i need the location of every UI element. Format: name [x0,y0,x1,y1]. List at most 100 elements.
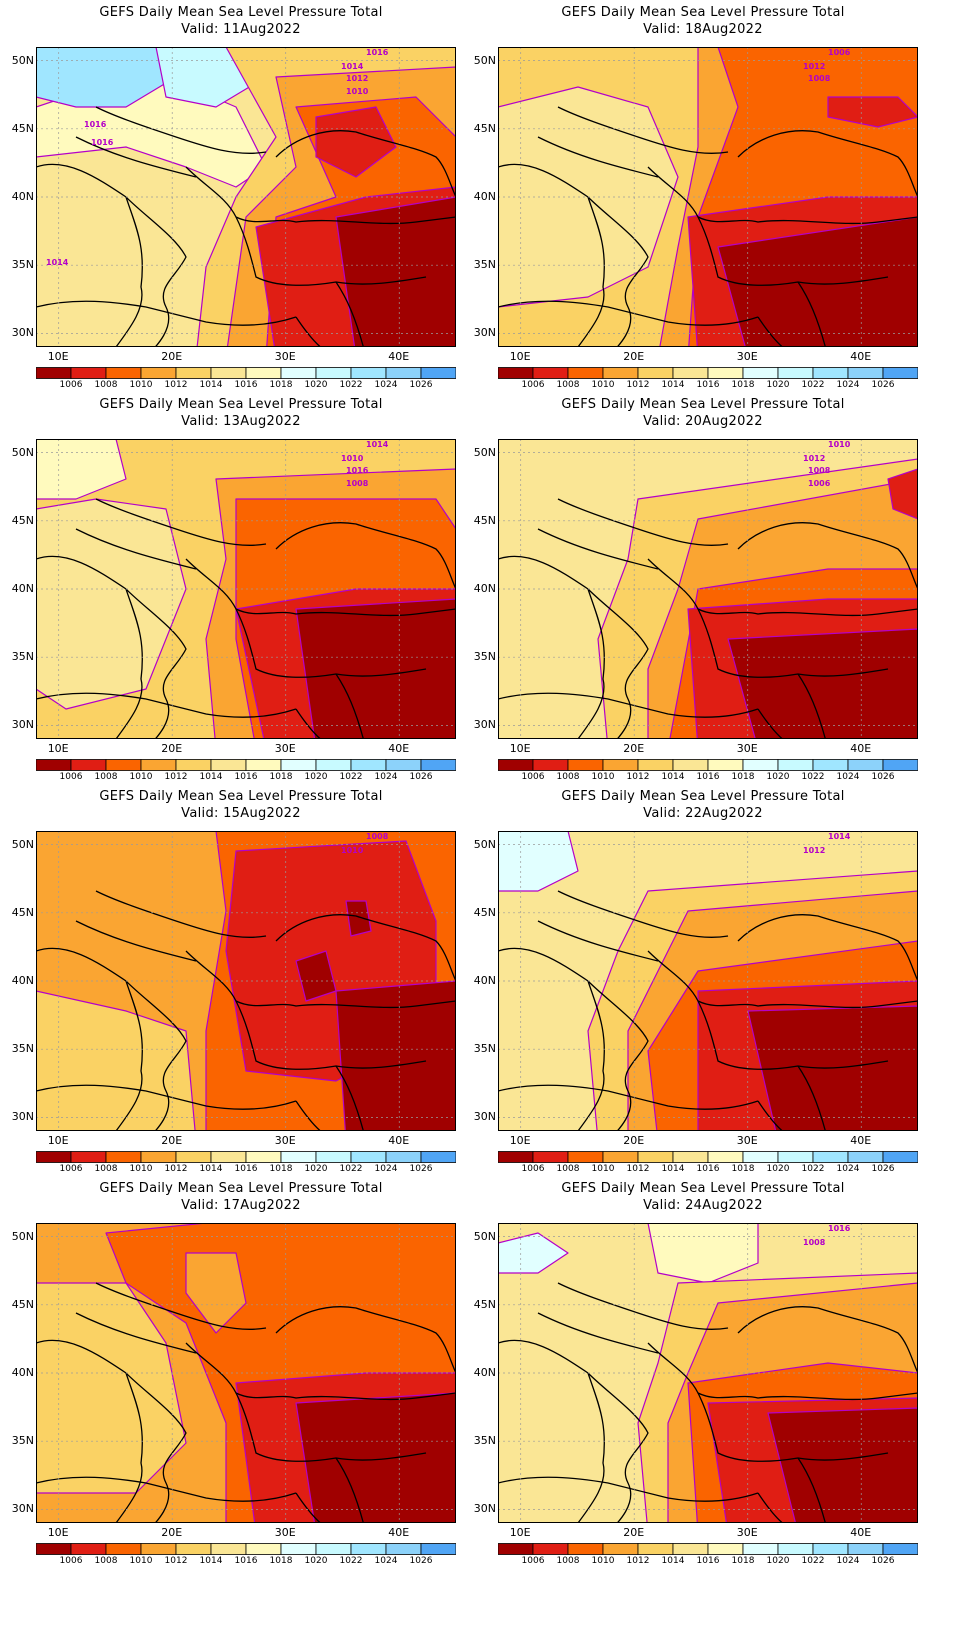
coastline [498,947,649,1131]
legend-label: 1016 [234,1556,258,1566]
pressure-map: 1014 1010 1016 1008 [36,439,456,739]
legend-swatch [280,1151,317,1163]
longitude-label: 40E [388,1526,410,1539]
legend-label: 1016 [234,1164,258,1174]
coastline [235,1000,427,1070]
longitude-label: 10E [509,1134,531,1147]
latitude-label: 30N [11,1110,34,1124]
legend-swatch [245,1543,282,1555]
coastline [185,1342,456,1401]
legend-swatch [707,1151,744,1163]
contour-label: 1012 [803,62,825,71]
pressure-map: 1014 1012 [498,831,918,1131]
legend-swatch [105,1543,142,1555]
longitude-label: 10E [509,742,531,755]
legend-label: 1018 [731,1556,755,1566]
latitude-label: 30N [11,1502,34,1516]
coastline [95,498,267,546]
pressure-region [498,1232,569,1274]
legend-swatch [140,759,177,771]
latitude-label: 45N [473,1297,496,1311]
legend-swatch [707,1543,744,1555]
longitude-label: 30E [274,350,296,363]
contour-label: 1010 [828,440,851,449]
coastline [737,914,918,982]
legend-swatch [175,1543,212,1555]
legend-label: 1026 [409,1556,433,1566]
longitude-label: 30E [736,1526,758,1539]
latitude-label: 50N [11,837,34,851]
legend-swatch [280,367,317,379]
legend-label: 1010 [129,1556,153,1566]
contour-label: 1012 [346,74,368,83]
map-panel: GEFS Daily Mean Sea Level Pressure Total… [0,392,482,802]
contour-label: 1010 [341,454,364,463]
legend-swatch [140,1151,177,1163]
latitude-label: 35N [11,1434,34,1448]
legend-label: 1010 [591,380,615,390]
legend-label: 1018 [731,1164,755,1174]
pressure-map: 1016 1014 1012 1010 1016 1016 1014 [36,47,456,347]
legend-label: 1010 [591,772,615,782]
longitude-label: 30E [274,1526,296,1539]
coastline [557,1282,729,1330]
legend-swatch [315,1543,352,1555]
legend-swatch [777,367,814,379]
latitude-label: 40N [11,1366,34,1379]
legend-swatch [812,759,849,771]
legend-swatch [742,367,779,379]
legend-swatch [672,1151,709,1163]
legend-swatch [498,367,534,379]
longitude-label: 20E [161,350,183,363]
legend-swatch [385,1543,422,1555]
legend-swatch [245,1151,282,1163]
latitude-label: 40N [473,974,496,987]
coastline [647,950,918,1009]
coastline [697,608,889,678]
legend-label: 1010 [129,772,153,782]
pressure-map [36,1223,456,1523]
latitude-label: 40N [473,190,496,203]
legend-label: 1022 [801,772,825,782]
legend-swatch [498,1151,534,1163]
latitude-label: 35N [473,1042,496,1056]
coastline [185,558,456,617]
legend-swatch [812,1151,849,1163]
legend-swatch [140,367,177,379]
pressure-region [185,1252,247,1334]
legend-swatch [36,1151,72,1163]
latitude-label: 45N [473,121,496,135]
legend-label: 1026 [409,1164,433,1174]
legend-label: 1006 [521,772,545,782]
longitude-label: 30E [274,742,296,755]
legend-swatch [70,367,107,379]
legend-label: 1006 [59,380,83,390]
latitude-label: 50N [473,445,496,459]
coastline [36,1339,187,1523]
coastline [557,498,729,546]
coastline [797,1457,827,1523]
legend-label: 1008 [556,1556,580,1566]
legend-swatch [175,759,212,771]
longitude-label: 10E [47,1134,69,1147]
coastline [75,136,197,178]
legend-swatch [602,1151,639,1163]
latitude-label: 30N [473,326,496,340]
latitude-label: 40N [11,582,34,595]
coastline [537,136,659,178]
valid-date: Valid: 18Aug2022 [643,22,763,37]
legend-label: 1024 [374,1164,398,1174]
coastline [75,920,197,962]
longitude-label: 20E [623,1134,645,1147]
pressure-region [767,1407,918,1523]
legend-label: 1016 [696,380,720,390]
latitude-label: 45N [11,513,34,527]
legend-label: 1022 [801,380,825,390]
legend-label: 1020 [304,1556,328,1566]
coastline [737,130,918,198]
contour-label: 1006 [808,479,831,488]
legend-label: 1012 [164,772,188,782]
pressure-region [295,598,456,739]
map-panel: GEFS Daily Mean Sea Level Pressure Total… [0,784,482,1194]
coastline [95,106,267,154]
